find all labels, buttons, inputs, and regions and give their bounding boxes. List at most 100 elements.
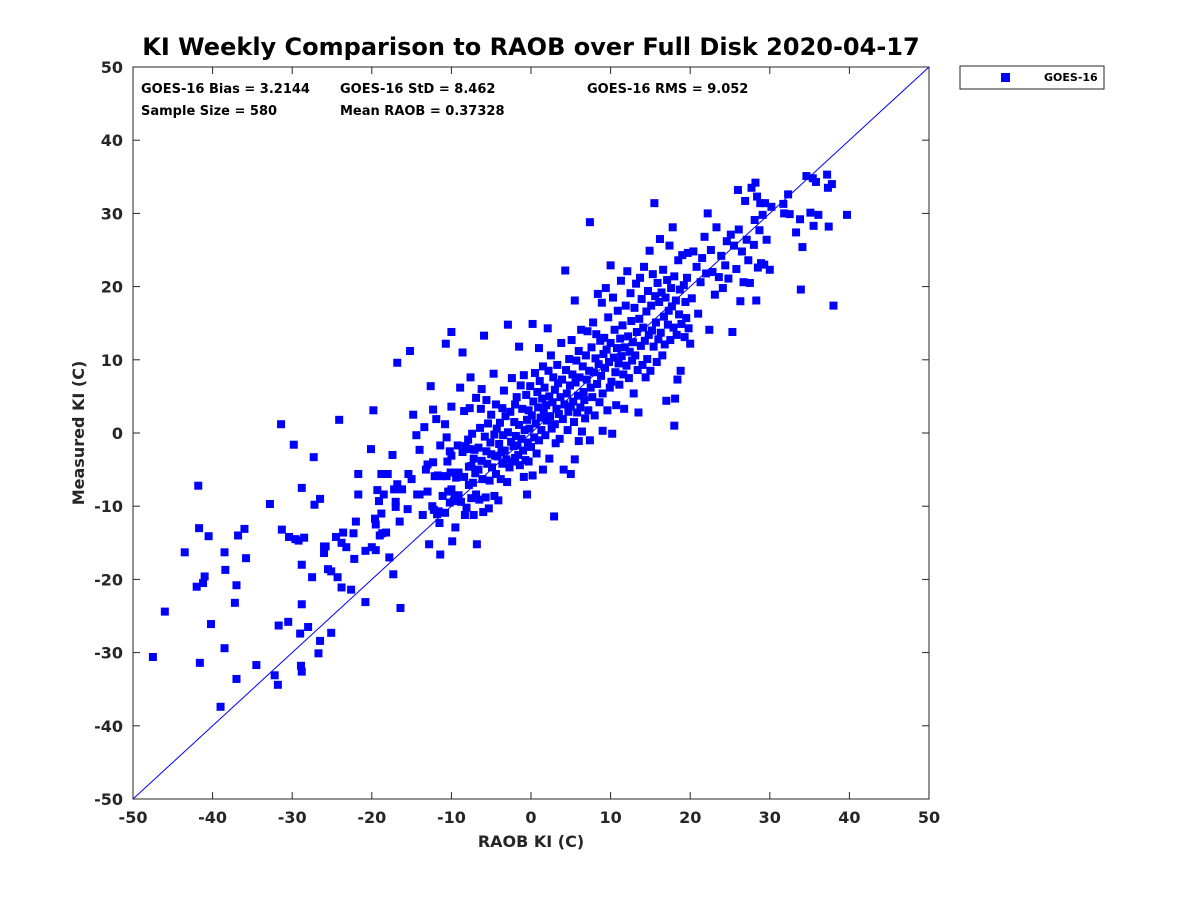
data-point — [591, 354, 600, 363]
data-point — [379, 490, 388, 499]
data-point — [556, 393, 565, 402]
data-point — [608, 429, 617, 438]
data-point — [601, 363, 610, 372]
data-point — [534, 403, 543, 412]
data-point — [277, 525, 286, 534]
data-point — [499, 386, 508, 395]
data-point — [483, 459, 492, 468]
data-point — [679, 281, 688, 290]
data-point — [611, 368, 620, 377]
data-point — [528, 471, 537, 480]
reference-line-group — [132, 66, 930, 800]
data-point — [798, 243, 807, 252]
data-point — [199, 579, 208, 588]
y-tick-label: -20 — [94, 570, 123, 589]
data-point — [669, 323, 678, 332]
data-point — [578, 362, 587, 371]
data-point — [692, 262, 701, 271]
data-point — [490, 491, 499, 500]
data-point — [666, 336, 675, 345]
data-point — [629, 389, 638, 398]
data-point — [432, 415, 441, 424]
data-point — [500, 446, 509, 455]
data-point — [484, 504, 493, 513]
data-point — [487, 463, 496, 472]
data-point — [511, 400, 520, 409]
data-point — [534, 344, 543, 353]
data-point — [415, 490, 424, 499]
data-point — [655, 297, 664, 306]
x-tick-label: 20 — [679, 808, 701, 827]
data-point — [447, 485, 456, 494]
data-point — [530, 368, 539, 377]
data-point — [421, 465, 430, 474]
data-point — [765, 265, 774, 274]
data-point — [626, 289, 635, 298]
data-point — [285, 532, 294, 541]
y-tick-label: -10 — [94, 497, 123, 516]
data-point — [513, 441, 522, 450]
y-tick-label: 30 — [101, 204, 123, 223]
data-point — [529, 397, 538, 406]
data-point — [637, 295, 646, 304]
data-point — [706, 246, 715, 254]
data-point — [540, 383, 549, 392]
data-point — [192, 582, 201, 591]
data-point — [680, 333, 689, 342]
legend-label-goes-16: GOES-16 — [1044, 71, 1098, 84]
data-point — [371, 546, 380, 555]
data-point — [683, 248, 692, 257]
data-point — [467, 461, 476, 470]
data-point — [361, 598, 370, 607]
data-point — [412, 431, 421, 440]
data-point — [234, 531, 243, 540]
data-point — [515, 420, 524, 429]
data-point — [409, 410, 418, 419]
data-point — [630, 303, 639, 312]
data-point — [337, 538, 346, 547]
data-point — [195, 524, 204, 533]
data-point — [686, 339, 695, 348]
data-point — [672, 330, 681, 339]
data-point — [230, 598, 239, 607]
data-point — [505, 463, 514, 472]
data-point — [300, 533, 309, 542]
data-point — [722, 237, 731, 246]
data-point — [811, 177, 820, 186]
data-point — [474, 465, 483, 474]
data-point — [587, 343, 596, 352]
data-point — [633, 366, 642, 375]
stat-std: GOES-16 StD = 8.462 — [340, 82, 495, 97]
data-point — [454, 468, 463, 477]
data-point — [539, 408, 548, 417]
data-point — [462, 503, 471, 512]
data-point — [546, 351, 555, 360]
data-point — [543, 324, 552, 333]
data-point — [806, 208, 815, 217]
data-point — [361, 546, 370, 555]
data-point — [585, 366, 594, 375]
data-point — [552, 404, 561, 413]
data-point — [478, 475, 487, 484]
data-point — [435, 519, 444, 528]
data-point — [636, 273, 645, 282]
data-point — [472, 393, 481, 402]
data-point — [221, 565, 230, 574]
data-point — [557, 338, 566, 347]
data-point — [544, 366, 553, 375]
y-axis-label: Measured KI (C) — [69, 361, 88, 506]
data-point — [564, 407, 573, 416]
data-point — [562, 366, 571, 375]
data-point — [383, 469, 392, 478]
data-point — [491, 469, 500, 478]
data-point — [620, 404, 629, 413]
data-point — [726, 230, 735, 239]
data-point — [436, 441, 445, 450]
data-point — [741, 196, 750, 205]
data-point — [423, 460, 432, 469]
data-point — [467, 494, 476, 503]
data-point — [550, 420, 559, 429]
data-point — [354, 490, 363, 499]
data-point — [512, 393, 521, 402]
data-point — [437, 472, 446, 481]
